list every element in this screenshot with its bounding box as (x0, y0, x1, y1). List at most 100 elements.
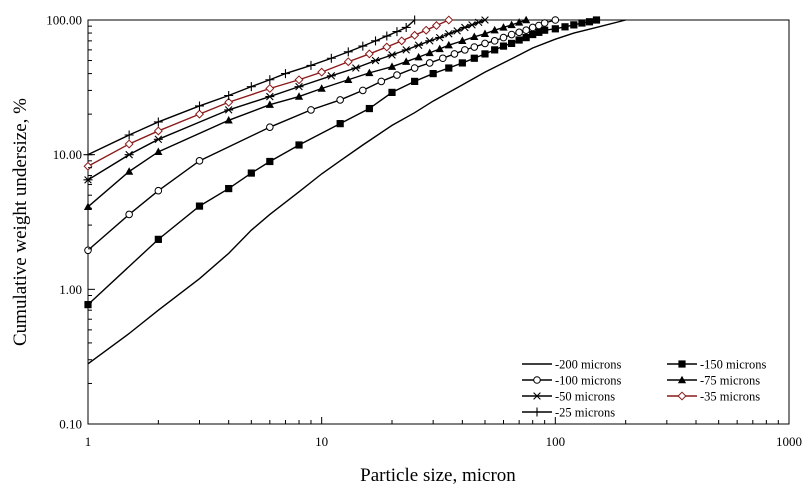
y-tick-label: 100.00 (46, 13, 82, 28)
triangle-marker (317, 84, 326, 92)
plus-marker (358, 41, 368, 51)
legend-label: -200 microns (555, 358, 621, 372)
legend-label: -100 microns (555, 374, 621, 388)
square-marker (561, 23, 569, 31)
square-marker (84, 301, 92, 309)
asterisk-marker (401, 46, 411, 54)
series-line (87, 19, 597, 306)
circle-marker (307, 106, 315, 114)
circle-marker (515, 28, 523, 37)
circle-marker (528, 23, 537, 32)
circle-marker (499, 33, 508, 42)
square-marker (336, 120, 344, 128)
triangle-marker (515, 18, 524, 26)
diamond-marker (317, 67, 327, 77)
legend-item: -100 microns (522, 374, 621, 388)
circle-marker (522, 26, 530, 34)
circle-marker (336, 96, 344, 104)
x-axis-title: Particle size, micron (360, 465, 516, 486)
asterisk-marker (83, 176, 93, 184)
square-marker (529, 30, 537, 39)
triangle-marker (265, 100, 274, 108)
triangle-marker (499, 23, 508, 31)
circle-marker (490, 37, 499, 45)
series-3 (84, 16, 560, 255)
series-1 (87, 19, 626, 365)
plus-marker (246, 82, 256, 92)
asterisk-marker (435, 33, 445, 42)
triangle-marker (365, 68, 374, 77)
asterisk-marker (326, 72, 336, 80)
triangle-marker (522, 15, 531, 24)
triangle-marker (470, 32, 479, 41)
triangle-marker (402, 57, 411, 65)
axes-layer: 1 10 100 1000 0.10 1.00 10.00 100.00 (46, 13, 802, 450)
square-marker (515, 36, 523, 44)
asterisk-marker (124, 150, 134, 159)
circle-marker (507, 30, 516, 39)
triangle-marker (154, 147, 163, 156)
square-marker (508, 39, 516, 48)
diamond-marker (343, 57, 353, 67)
square-marker (592, 16, 601, 24)
square-marker (225, 184, 233, 193)
circle-marker (540, 19, 549, 27)
x-tick-label: 1000 (776, 434, 802, 449)
diamond-marker (265, 83, 275, 94)
square-marker (411, 77, 419, 85)
plus-marker (382, 31, 392, 41)
square-marker (195, 202, 204, 210)
square-marker (365, 104, 373, 113)
triangle-marker (507, 20, 516, 29)
square-marker (388, 88, 396, 96)
asterisk-marker (425, 37, 435, 45)
circle-marker (125, 210, 133, 219)
triangle-marker (387, 62, 397, 70)
asterisk-marker (452, 27, 462, 35)
square-marker (266, 157, 274, 166)
plus-marker (265, 75, 275, 85)
diamond-marker (410, 30, 420, 40)
series-line (87, 19, 527, 208)
triangle-marker (458, 36, 467, 45)
asterisk-marker (387, 51, 397, 59)
plus-marker (343, 47, 353, 57)
legend-label: -75 microns (700, 374, 760, 388)
plus-marker (326, 53, 336, 63)
diamond-marker (194, 109, 204, 119)
circle-marker (551, 16, 560, 24)
triangle-marker (435, 44, 444, 53)
square-marker (445, 64, 453, 72)
square-marker (458, 59, 466, 67)
asterisk-marker (265, 92, 275, 101)
legend-label: -150 microns (700, 358, 766, 372)
asterisk-marker (224, 106, 234, 114)
y-axis-title: Cumulative weight undersize, % (10, 98, 31, 346)
square-marker (570, 21, 578, 29)
circle-marker (195, 157, 204, 165)
triangle-marker (425, 48, 434, 57)
square-marker (154, 235, 162, 243)
square-marker (551, 25, 559, 33)
diamond-marker (677, 391, 687, 401)
y-tick-label: 0.10 (59, 417, 82, 432)
plus-marker (306, 60, 316, 70)
square-marker (585, 18, 594, 26)
plus-marker (153, 117, 163, 127)
square-marker (499, 42, 508, 50)
legend-item: -150 microns (667, 358, 766, 372)
square-marker (535, 28, 543, 36)
series-layer (83, 15, 626, 365)
square-marker (247, 169, 255, 177)
asterisk-marker (460, 23, 470, 32)
series-6 (83, 15, 454, 171)
circle-marker (439, 54, 447, 63)
plus-marker (124, 130, 134, 140)
square-marker (678, 360, 686, 368)
circle-marker (84, 246, 92, 255)
circle-marker (450, 50, 459, 58)
diamond-marker (397, 36, 407, 46)
diamond-marker (224, 97, 234, 107)
